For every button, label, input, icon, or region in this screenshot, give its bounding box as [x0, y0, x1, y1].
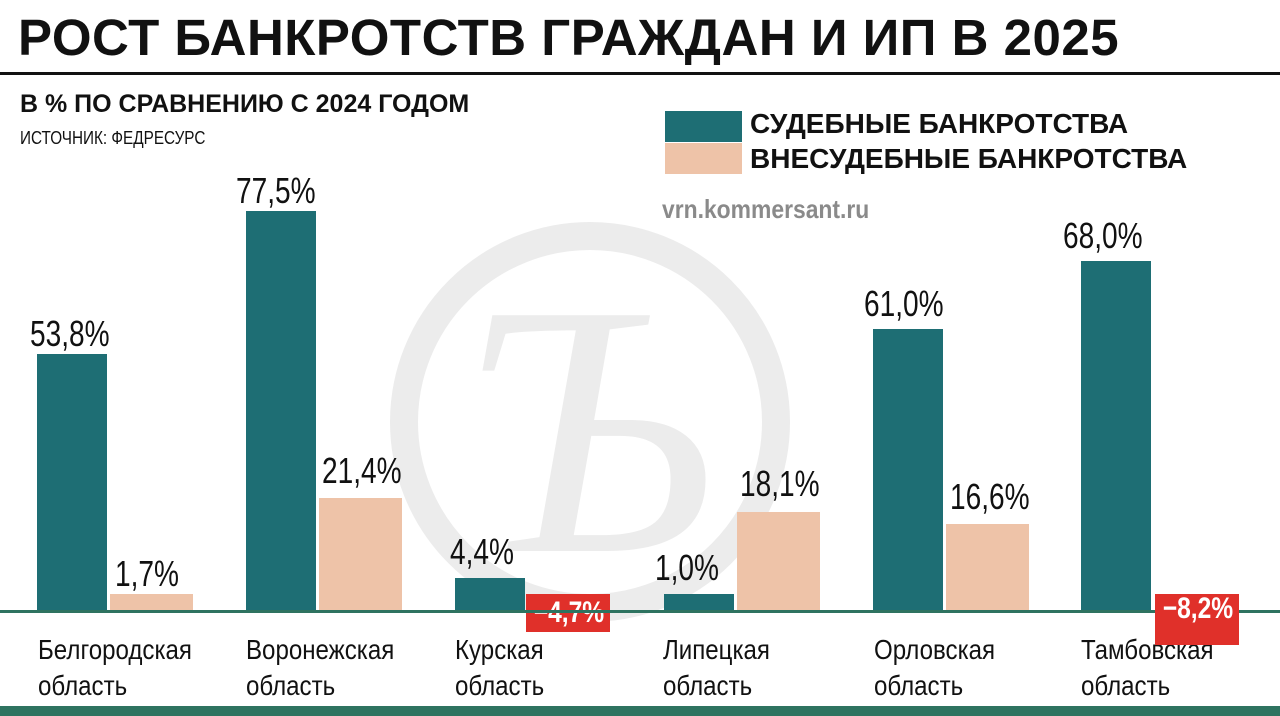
badge-negative-tambov: −8,2% — [1155, 594, 1239, 645]
legend-swatch-extrajudicial — [665, 143, 742, 174]
title-divider — [0, 72, 1280, 75]
bar-judicial-belgorod — [37, 354, 107, 612]
value-judicial-voronezh: 77,5% — [236, 170, 316, 211]
value-extrajudicial-oryol: 16,6% — [950, 476, 1030, 517]
region-label-oryol: Орловская область — [874, 634, 996, 701]
value-judicial-kursk: 4,4% — [450, 531, 515, 572]
bar-extrajudicial-belgorod — [110, 594, 193, 612]
region-label-voronezh: Воронежская область — [246, 634, 395, 701]
region-label-kursk: Курская область — [455, 634, 545, 701]
value-judicial-lipetsk: 1,0% — [655, 547, 720, 588]
badge-negative-kursk: −4,7% — [526, 594, 610, 632]
bar-extrajudicial-lipetsk — [737, 512, 820, 612]
bar-judicial-kursk — [455, 578, 525, 612]
chart-baseline — [0, 610, 1280, 613]
value-judicial-oryol: 61,0% — [864, 283, 944, 324]
site-url: vrn.kommersant.ru — [662, 194, 870, 224]
bar-extrajudicial-oryol — [946, 524, 1029, 612]
bar-judicial-voronezh — [246, 211, 316, 612]
legend-label-extrajudicial: ВНЕСУДЕБНЫЕ БАНКРОТСТВА — [750, 143, 1188, 174]
bottom-band — [0, 706, 1280, 716]
bar-judicial-oryol — [873, 329, 943, 612]
value-extrajudicial-lipetsk: 18,1% — [740, 463, 820, 504]
chart-title: РОСТ БАНКРОТСТВ ГРАЖДАН И ИП В 2025 — [18, 9, 1120, 66]
value-extrajudicial-voronezh: 21,4% — [322, 450, 402, 491]
value-judicial-tambov: 68,0% — [1063, 215, 1143, 256]
chart-subtitle: В % ПО СРАВНЕНИЮ С 2024 ГОДОМ — [20, 90, 470, 118]
region-label-belgorod: Белгородская область — [38, 634, 192, 701]
legend-swatch-judicial — [665, 111, 742, 142]
kommersant-logo-icon: Ъ — [470, 230, 714, 629]
value-judicial-belgorod: 53,8% — [30, 313, 110, 354]
bar-judicial-tambov — [1081, 261, 1151, 612]
bar-judicial-lipetsk — [664, 594, 734, 612]
legend-label-judicial: СУДЕБНЫЕ БАНКРОТСТВА — [750, 108, 1129, 139]
bar-extrajudicial-voronezh — [319, 498, 402, 612]
value-extrajudicial-belgorod: 1,7% — [115, 553, 180, 594]
chart-source: ИСТОЧНИК: ФЕДРЕСУРС — [20, 128, 206, 148]
region-label-lipetsk: Липецкая область — [663, 634, 770, 701]
